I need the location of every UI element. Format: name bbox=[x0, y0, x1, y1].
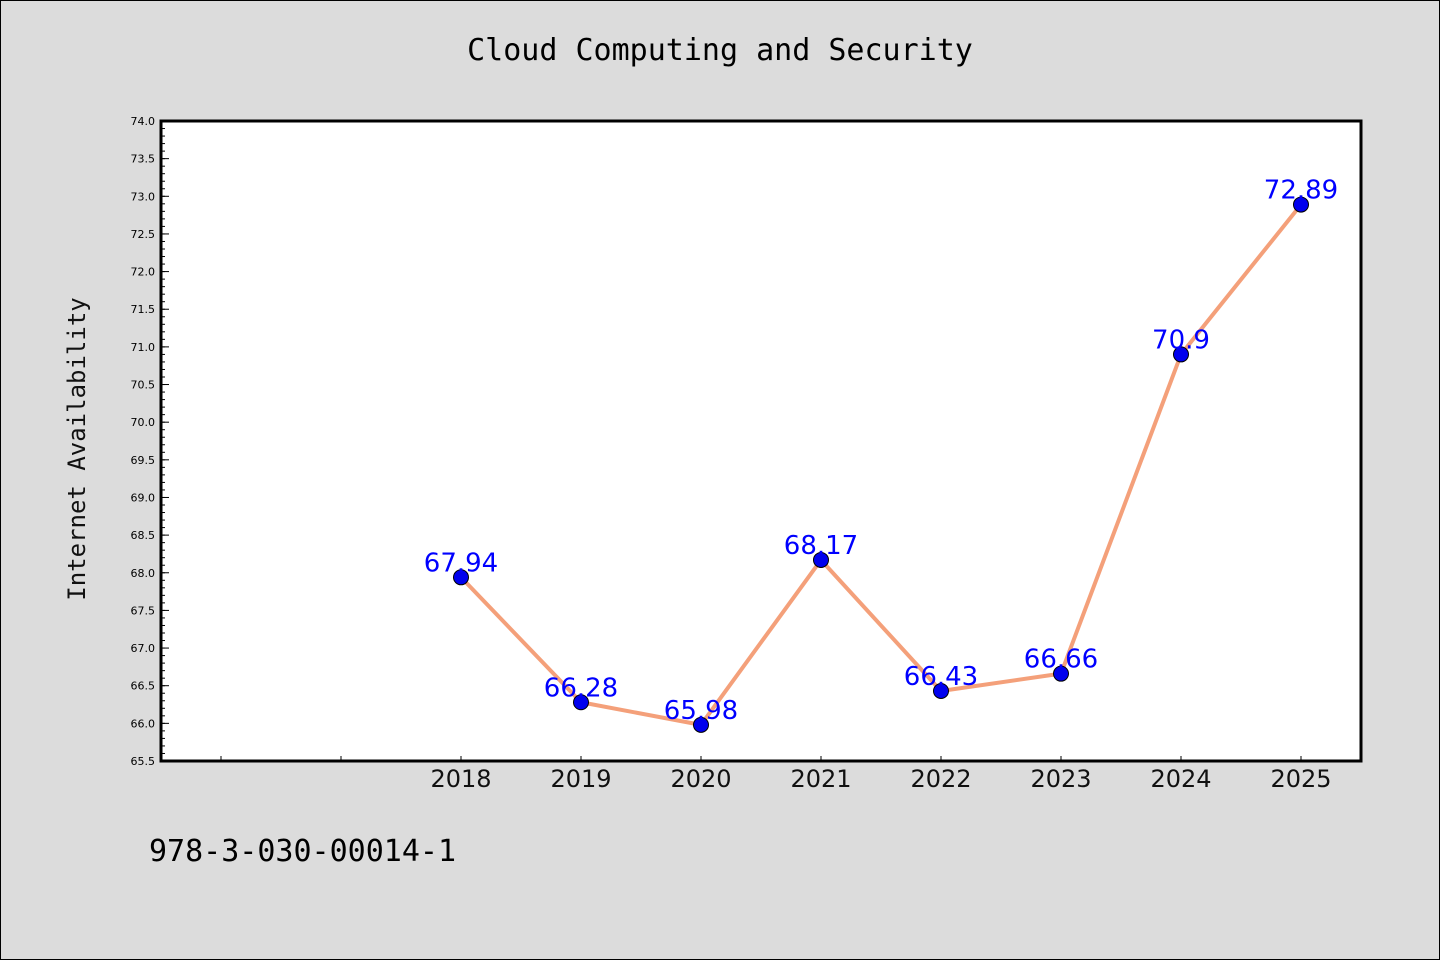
data-label: 67.94 bbox=[424, 548, 498, 578]
plot-area bbox=[161, 121, 1361, 761]
x-tick-label: 2018 bbox=[430, 765, 491, 793]
y-tick-label: 69.5 bbox=[131, 454, 156, 467]
x-tick-label: 2024 bbox=[1150, 765, 1211, 793]
data-point bbox=[1293, 196, 1309, 213]
data-point bbox=[1173, 346, 1189, 363]
y-tick-label: 68.5 bbox=[131, 529, 156, 542]
data-label: 68.17 bbox=[784, 531, 858, 561]
y-tick-label: 73.5 bbox=[131, 153, 156, 166]
y-tick-label: 66.5 bbox=[131, 680, 156, 693]
series-line bbox=[459, 203, 1303, 727]
data-point bbox=[453, 569, 469, 586]
data-point bbox=[933, 682, 949, 699]
plot-frame bbox=[159, 119, 1363, 763]
y-tick-label: 71.5 bbox=[131, 303, 156, 316]
y-tick-label: 72.0 bbox=[131, 266, 156, 279]
x-tick-label: 2019 bbox=[550, 765, 611, 793]
data-label: 66.66 bbox=[1024, 645, 1098, 675]
y-tick-label: 65.5 bbox=[131, 755, 156, 768]
footer-identifier: 978-3-030-00014-1 bbox=[149, 834, 457, 869]
y-tick-label: 70.0 bbox=[131, 416, 156, 429]
data-label: 66.28 bbox=[544, 673, 618, 703]
data-point bbox=[693, 716, 709, 733]
x-tick-label: 2025 bbox=[1270, 765, 1331, 793]
data-point bbox=[1053, 665, 1069, 682]
y-tick-label: 67.5 bbox=[131, 604, 156, 617]
y-tick-label: 66.0 bbox=[131, 717, 156, 730]
y-tick-label: 74.0 bbox=[131, 115, 156, 128]
chart-title: Cloud Computing and Security bbox=[467, 33, 973, 68]
y-tick-label: 69.0 bbox=[131, 491, 156, 504]
x-tick-label: 2020 bbox=[670, 765, 731, 793]
y-tick-label: 67.0 bbox=[131, 642, 156, 655]
data-label: 66.43 bbox=[904, 662, 978, 692]
data-point bbox=[813, 551, 829, 568]
x-tick-label: 2023 bbox=[1030, 765, 1091, 793]
x-tick-label: 2022 bbox=[910, 765, 971, 793]
y-tick-label: 68.0 bbox=[131, 567, 156, 580]
data-point bbox=[573, 694, 589, 711]
y-tick-label: 71.0 bbox=[131, 341, 156, 354]
y-tick-label: 70.5 bbox=[131, 379, 156, 392]
x-tick-label: 2021 bbox=[790, 765, 851, 793]
data-label: 70.9 bbox=[1152, 325, 1210, 355]
y-tick-label: 72.5 bbox=[131, 228, 156, 241]
data-label: 65.98 bbox=[664, 696, 738, 726]
y-tick-label: 73.0 bbox=[131, 190, 156, 203]
data-label: 72.89 bbox=[1264, 176, 1338, 206]
